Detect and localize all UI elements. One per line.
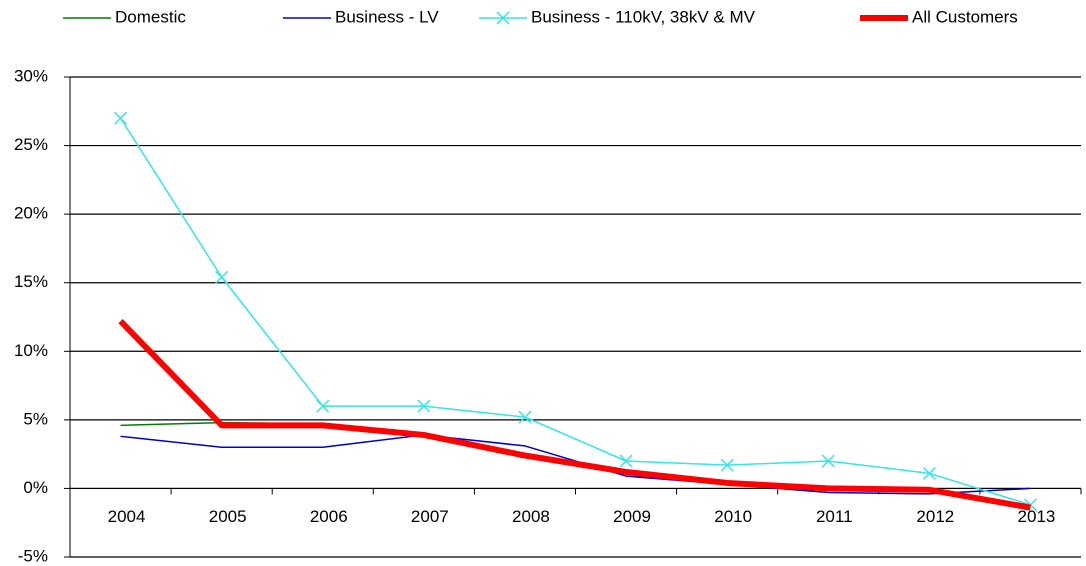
y-tick-label: 5% <box>23 409 48 428</box>
x-tick-label: 2013 <box>1018 507 1056 526</box>
x-tick-label: 2005 <box>209 507 247 526</box>
x-tick-label: 2009 <box>613 507 651 526</box>
legend-label: Business - LV <box>335 7 439 26</box>
x-tick-label: 2007 <box>411 507 449 526</box>
point-marker <box>619 454 633 468</box>
y-tick-label: 15% <box>14 272 48 291</box>
x-tick-label: 2006 <box>310 507 348 526</box>
point-marker <box>821 454 835 468</box>
y-tick-label: 25% <box>14 135 48 154</box>
y-tick-label: 10% <box>14 341 48 360</box>
x-tick-label: 2011 <box>816 507 853 526</box>
legend-label: Domestic <box>115 7 186 26</box>
legend-marker <box>496 11 510 25</box>
point-marker <box>518 410 532 424</box>
point-marker <box>316 399 330 413</box>
y-tick-label: 0% <box>23 478 48 497</box>
y-tick-label: 30% <box>14 66 48 85</box>
series-line <box>119 117 1031 506</box>
series-line <box>118 319 1031 511</box>
point-marker <box>720 458 734 472</box>
point-marker <box>922 466 936 480</box>
legend-label: Business - 110kV, 38kV & MV <box>531 7 756 26</box>
y-tick-label: -5% <box>18 546 48 565</box>
x-tick-label: 2010 <box>714 507 752 526</box>
legend-label: All Customers <box>912 7 1018 26</box>
point-marker <box>417 399 431 413</box>
y-tick-label: 20% <box>14 204 48 223</box>
x-tick-label: 2008 <box>512 507 550 526</box>
x-tick-label: 2004 <box>108 507 146 526</box>
point-marker <box>215 270 229 284</box>
x-tick-label: 2012 <box>916 507 954 526</box>
point-marker <box>114 111 128 125</box>
